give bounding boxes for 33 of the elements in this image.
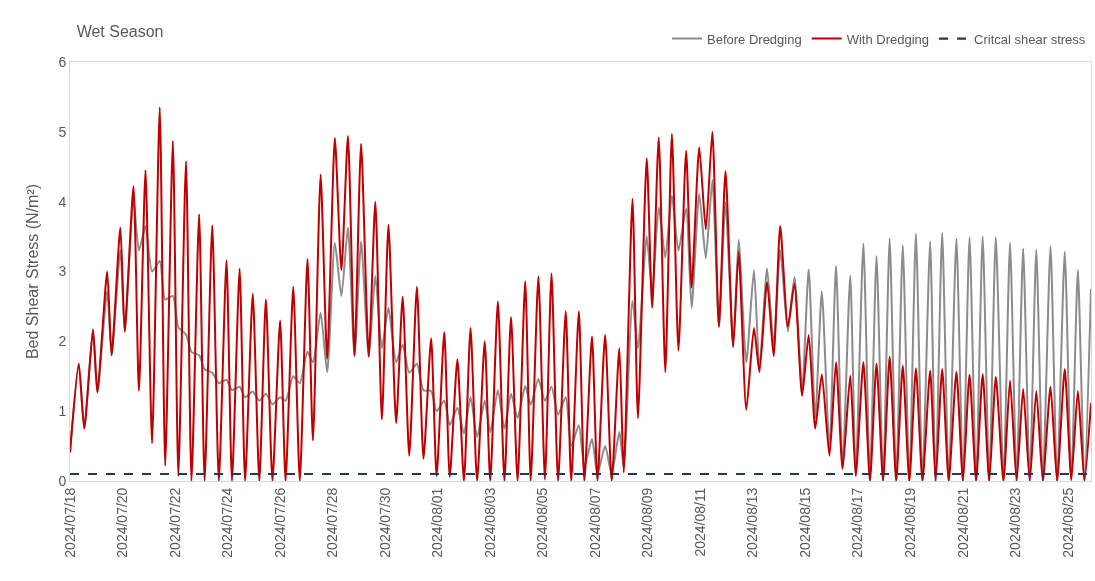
legend-label: Before Dredging bbox=[707, 31, 802, 47]
x-tick-label: 2024/07/28 bbox=[324, 487, 341, 558]
legend-label: With Dredging bbox=[846, 31, 930, 47]
chart-title: Wet Season bbox=[76, 23, 164, 41]
x-tick-label: 2024/08/17 bbox=[849, 487, 866, 558]
x-tick-label: 2024/08/03 bbox=[481, 487, 498, 558]
x-tick-label: 2024/08/07 bbox=[586, 487, 603, 558]
x-tick-label: 2024/08/05 bbox=[534, 487, 551, 558]
x-tick-label: 2024/08/09 bbox=[639, 487, 656, 558]
x-tick-label: 2024/07/24 bbox=[219, 487, 236, 558]
y-axis-title: Bed Shear Stress (N/m²) bbox=[24, 183, 42, 360]
x-tick-label: 2024/08/23 bbox=[1007, 487, 1024, 558]
x-tick-label: 2024/08/01 bbox=[429, 487, 446, 558]
y-tick-label: 0 bbox=[58, 472, 67, 489]
y-tick-label: 6 bbox=[58, 53, 67, 70]
x-tick-label: 2024/08/11 bbox=[691, 487, 708, 557]
y-tick-label: 3 bbox=[58, 263, 67, 280]
x-tick-label: 2024/08/25 bbox=[1059, 487, 1076, 558]
x-tick-label: 2024/07/22 bbox=[166, 487, 183, 558]
x-tick-label: 2024/08/15 bbox=[796, 487, 813, 558]
y-tick-label: 5 bbox=[58, 123, 67, 140]
x-tick-label: 2024/07/26 bbox=[271, 487, 288, 558]
y-tick-label: 4 bbox=[58, 193, 67, 210]
x-tick-label: 2024/07/30 bbox=[376, 487, 393, 558]
y-tick-label: 2 bbox=[58, 333, 67, 350]
legend-label: Critcal shear stress bbox=[974, 31, 1086, 47]
y-tick-label: 1 bbox=[58, 403, 67, 420]
x-tick-label: 2024/08/13 bbox=[744, 487, 761, 558]
x-tick-label: 2024/07/20 bbox=[114, 487, 131, 558]
x-tick-label: 2024/08/21 bbox=[954, 487, 971, 558]
x-tick-label: 2024/07/18 bbox=[61, 487, 78, 558]
line-series bbox=[70, 106, 1091, 481]
x-tick-label: 2024/08/19 bbox=[901, 487, 918, 558]
